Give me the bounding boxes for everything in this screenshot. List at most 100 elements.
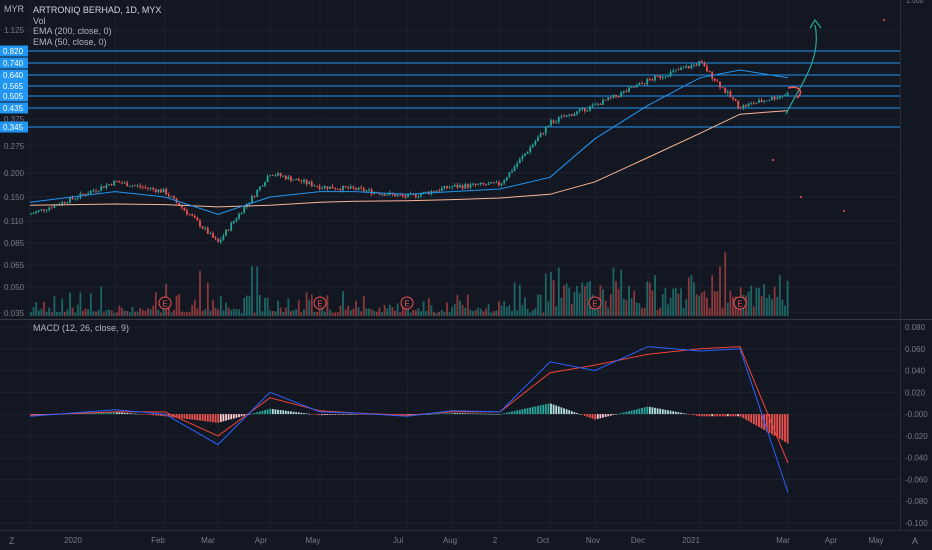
macd-histogram-bar xyxy=(563,408,565,415)
level-tag-label: 0.640 xyxy=(3,71,24,80)
dot-marker xyxy=(800,196,802,198)
time-tick-label: May xyxy=(868,536,883,545)
candle xyxy=(277,173,279,176)
volume-bar xyxy=(97,309,100,316)
candle xyxy=(209,232,212,234)
macd-histogram-bar xyxy=(362,414,365,415)
candle xyxy=(487,183,490,185)
macd-histogram-bar xyxy=(152,414,155,416)
earnings-marker[interactable] xyxy=(588,296,602,310)
candle xyxy=(339,189,342,191)
candle xyxy=(199,220,201,227)
volume-bar xyxy=(360,311,363,316)
volume-bar xyxy=(79,292,82,316)
earnings-marker[interactable] xyxy=(733,296,747,310)
symbol-title[interactable]: ARTRONIQ BERHAD, 1D, MYX xyxy=(33,5,162,15)
candle xyxy=(66,202,69,204)
volume-bar xyxy=(282,311,285,316)
candle xyxy=(669,71,672,77)
volume-bar xyxy=(290,310,292,316)
macd-histogram-bar xyxy=(565,409,568,415)
macd-legend: MACD (12, 26, close, 9) xyxy=(33,323,129,334)
volume-bar xyxy=(326,295,329,316)
macd-histogram-bar xyxy=(355,414,357,415)
volume-bar xyxy=(100,286,103,316)
candle xyxy=(378,193,381,195)
volume-bar xyxy=(581,282,584,316)
macd-histogram-bar xyxy=(745,414,747,420)
candle xyxy=(648,79,651,81)
level-tag[interactable] xyxy=(0,69,28,81)
macd-histogram-bar xyxy=(297,412,300,415)
level-tag[interactable] xyxy=(0,102,28,114)
earnings-marker[interactable] xyxy=(158,296,172,310)
candle xyxy=(300,181,303,182)
level-tag[interactable] xyxy=(0,57,28,69)
candle xyxy=(399,194,402,196)
volume-bar xyxy=(620,270,623,316)
volume-bar xyxy=(612,267,615,316)
level-tag[interactable] xyxy=(0,90,28,102)
volume-bar xyxy=(680,288,682,316)
horizontal-levels[interactable] xyxy=(0,50,900,128)
volume-bar xyxy=(199,270,201,316)
macd-histogram-bar xyxy=(365,414,368,415)
candle xyxy=(357,187,360,190)
macd-axis[interactable]: 0.080 0.060 0.040 0.020 -0.000 -0.020 -0.040 -0… xyxy=(905,323,928,528)
earnings-marker[interactable] xyxy=(313,296,327,310)
projection-arrow-up xyxy=(785,24,817,115)
candle xyxy=(446,185,448,189)
macd-histogram-bar xyxy=(126,412,129,415)
level-tag[interactable] xyxy=(0,121,28,133)
macd-histogram-bar xyxy=(170,414,173,418)
volume-bar xyxy=(334,312,337,316)
candle xyxy=(771,97,773,101)
volume-bar xyxy=(92,311,95,316)
candle xyxy=(664,76,667,78)
volume-bar xyxy=(30,312,32,316)
candle xyxy=(227,229,230,231)
ema50-line xyxy=(29,69,789,215)
candle xyxy=(477,184,480,186)
corner-left-label[interactable]: Z xyxy=(9,536,15,546)
macd-title[interactable]: MACD (12, 26, close, 9) xyxy=(33,323,130,333)
legend-ema200[interactable]: EMA (200, close, 0) xyxy=(33,26,112,36)
candle xyxy=(212,232,214,238)
volume-bar xyxy=(318,308,321,316)
level-tag[interactable] xyxy=(0,80,28,92)
time-axis[interactable]: 2020 Feb Mar Apr May Jul Aug 2 Oct Nov Dec 2021 Mar A… xyxy=(0,530,932,546)
volume-bar xyxy=(401,306,404,316)
candle xyxy=(511,170,513,173)
macd-histogram-bar xyxy=(435,413,438,415)
candle xyxy=(414,194,417,198)
price-tick-label: 0.275 xyxy=(4,142,25,151)
candle xyxy=(147,187,149,189)
candle xyxy=(760,100,763,102)
macd-histogram-bar xyxy=(102,412,105,415)
user-drawings[interactable] xyxy=(772,18,885,212)
macd-histogram-bar xyxy=(201,414,204,421)
macd-histogram-bar xyxy=(349,414,352,415)
candle xyxy=(417,196,420,198)
volume-bar xyxy=(110,310,113,316)
candle xyxy=(443,185,446,189)
candle xyxy=(539,133,542,138)
candle xyxy=(778,96,781,98)
candle xyxy=(526,151,529,154)
level-tag[interactable] xyxy=(0,45,28,57)
legend-volume[interactable]: Vol xyxy=(33,15,46,26)
candle xyxy=(108,184,110,186)
corner-right-label[interactable]: A xyxy=(912,536,918,546)
macd-histogram-bar xyxy=(633,409,636,415)
earnings-marker[interactable] xyxy=(400,296,414,310)
legend-ema50[interactable]: EMA (50, close, 0) xyxy=(33,36,107,47)
macd-histogram-bar xyxy=(461,413,464,415)
volume-bar xyxy=(711,275,714,316)
volume-bar xyxy=(175,295,178,316)
macd-histogram-bar xyxy=(576,413,578,415)
volume-bar xyxy=(659,307,662,316)
volume-bar xyxy=(365,308,368,316)
